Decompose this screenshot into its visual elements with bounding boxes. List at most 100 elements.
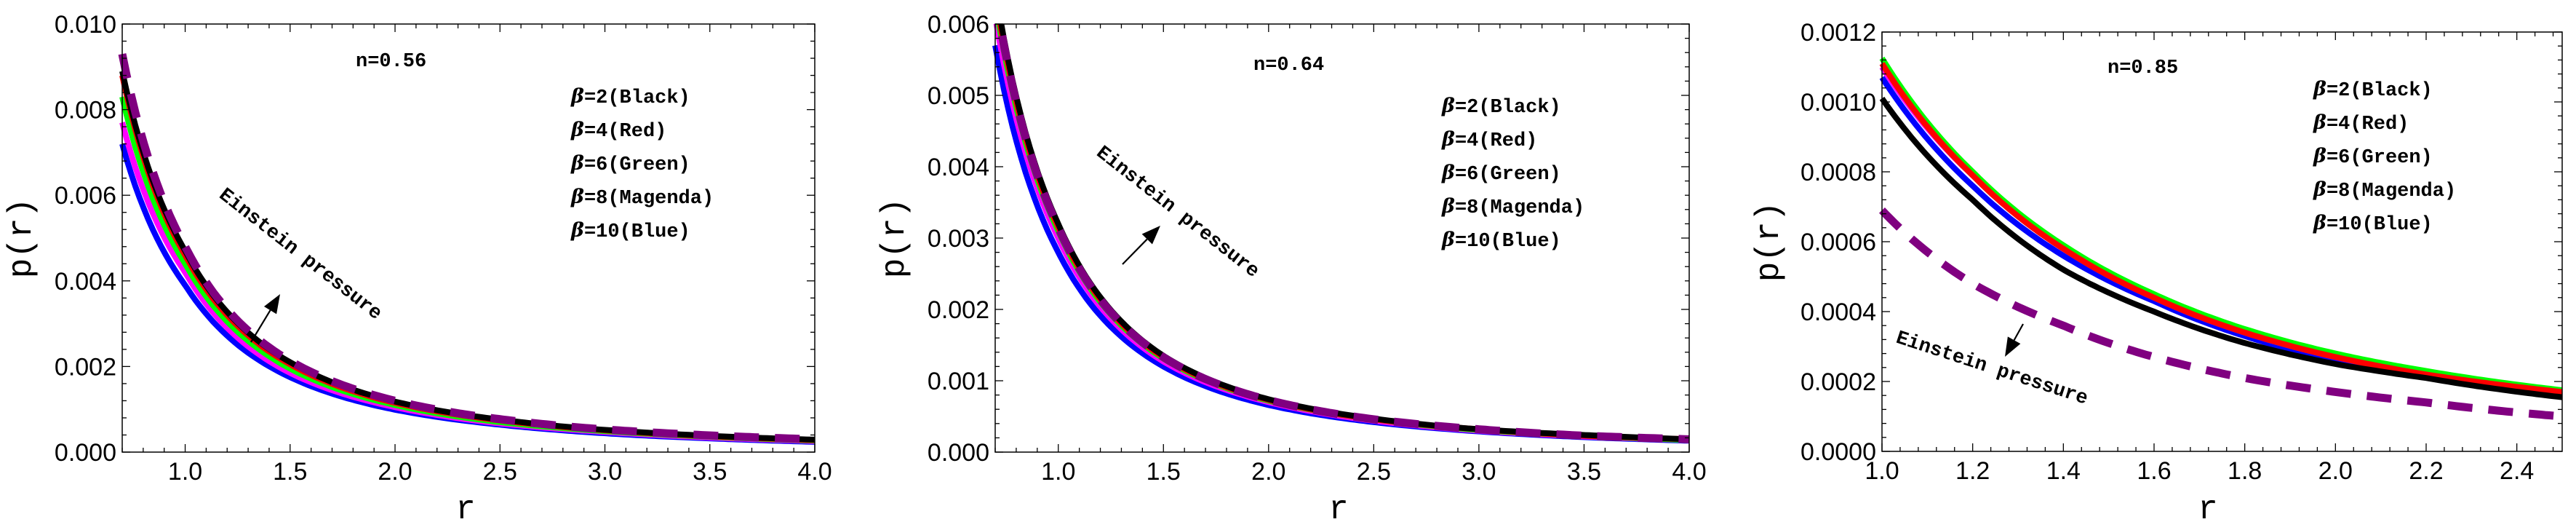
n-annotation: n=0.64 bbox=[1253, 55, 1324, 76]
arrow-icon bbox=[1122, 238, 1148, 265]
legend-entry: β=4(Red) bbox=[2313, 111, 2409, 135]
series-8-magenda bbox=[1879, 65, 2563, 395]
series-10-blue bbox=[1879, 76, 2563, 397]
series-2-black bbox=[119, 70, 816, 443]
x-tick-label: 1.0 bbox=[1865, 457, 1899, 485]
arrowhead-icon bbox=[1141, 226, 1160, 245]
x-tick-label: 2.5 bbox=[1357, 458, 1391, 486]
x-tick-label: 3.0 bbox=[588, 458, 622, 486]
y-tick-label: 0.002 bbox=[55, 353, 116, 381]
y-tick-label: 0.0000 bbox=[1801, 438, 1876, 466]
x-tick-label: 4.0 bbox=[797, 458, 832, 486]
x-tick-label: 4.0 bbox=[1672, 458, 1706, 486]
einstein-pressure-label: Einstein pressure bbox=[1893, 328, 2090, 411]
einstein-pressure-label: Einstein pressure bbox=[1091, 142, 1263, 282]
x-tick-label: 1.5 bbox=[273, 458, 307, 486]
legend-entry: β=10(Blue) bbox=[2313, 212, 2433, 236]
y-tick-label: 0.003 bbox=[928, 225, 989, 253]
x-tick-label: 3.5 bbox=[1567, 458, 1601, 486]
legend-entry: β=6(Green) bbox=[1441, 162, 1561, 186]
legend-entry: β=4(Red) bbox=[570, 119, 666, 143]
y-tick-label: 0.006 bbox=[928, 11, 989, 39]
x-tick-label: 2.2 bbox=[2409, 457, 2443, 485]
series-einstein-pressure bbox=[1879, 207, 2563, 421]
legend-entry: β=10(Blue) bbox=[1441, 229, 1561, 253]
series-4-red bbox=[119, 74, 816, 443]
legend-entry: β=2(Black) bbox=[570, 85, 690, 109]
legend-entry: β=8(Magenda) bbox=[1441, 195, 1584, 219]
panel-2: 1.0 1.5 2.0 2.5 3.0 3.5 4.0 0.000 0.001 0.002 0.00… bbox=[876, 11, 1707, 529]
n-annotation: n=0.85 bbox=[2108, 58, 2178, 79]
x-tick-label: 1.6 bbox=[2137, 457, 2171, 485]
x-tick-label: 2.5 bbox=[483, 458, 517, 486]
y-tick-label: 0.000 bbox=[928, 439, 989, 467]
y-tick-label: 0.001 bbox=[928, 368, 989, 395]
panel-1: 1.0 1.5 2.0 2.5 3.0 3.5 4.0 0.000 0.002 0.004 0.00… bbox=[3, 11, 832, 529]
y-tick-label: 0.0012 bbox=[1801, 19, 1876, 47]
legend-entry: β=2(Black) bbox=[1441, 95, 1561, 119]
series-2-black bbox=[1879, 96, 2563, 400]
arrow-icon bbox=[2013, 323, 2024, 341]
y-axis-label: p(r) bbox=[876, 198, 914, 278]
series-6-green bbox=[996, 24, 1690, 443]
n-annotation: n=0.56 bbox=[356, 51, 426, 73]
series-einstein-pressure bbox=[996, 24, 1690, 443]
y-tick-label: 0.0002 bbox=[1801, 368, 1876, 396]
series-4-red bbox=[1879, 62, 2563, 395]
y-tick-label: 0.004 bbox=[928, 154, 989, 181]
curves bbox=[118, 53, 816, 445]
x-axis-label: r bbox=[455, 491, 476, 529]
y-tick-label: 0.004 bbox=[55, 268, 116, 296]
x-tick-label: 2.0 bbox=[1251, 458, 1285, 486]
y-tick-label: 0.010 bbox=[55, 11, 116, 39]
x-tick-label: 2.0 bbox=[378, 458, 412, 486]
panel-3: 1.0 1.2 1.4 1.6 1.8 2.0 2.2 2.4 0.0000 0.0002 0.00… bbox=[1750, 19, 2563, 529]
y-tick-label: 0.005 bbox=[928, 82, 989, 110]
x-tick-label: 1.0 bbox=[1041, 458, 1075, 486]
plot-frame bbox=[121, 23, 816, 453]
x-tick-label: 3.0 bbox=[1462, 458, 1496, 486]
series-8-magenda bbox=[993, 24, 1690, 443]
y-axis-label: p(r) bbox=[3, 198, 41, 278]
legend-entry: β=6(Green) bbox=[570, 152, 690, 176]
legend-entry: β=8(Magenda) bbox=[2313, 178, 2456, 202]
series-4-red bbox=[997, 24, 1690, 443]
x-tick-label: 1.0 bbox=[168, 458, 202, 486]
x-tick-label: 1.5 bbox=[1147, 458, 1181, 486]
series-einstein-pressure bbox=[118, 53, 816, 443]
x-tick-label: 1.4 bbox=[2046, 457, 2081, 485]
y-axis-label: p(r) bbox=[1750, 202, 1788, 282]
x-axis-label: r bbox=[1328, 491, 1349, 529]
curves bbox=[1879, 56, 2563, 421]
y-tick-label: 0.002 bbox=[928, 296, 989, 324]
y-tick-label: 0.008 bbox=[55, 97, 116, 124]
legend-entry: β=2(Black) bbox=[2313, 78, 2433, 102]
x-tick-label: 2.0 bbox=[2318, 457, 2353, 485]
y-tick-label: 0.0008 bbox=[1801, 159, 1876, 186]
y-tick-label: 0.000 bbox=[55, 439, 116, 467]
legend-entry: β=10(Blue) bbox=[570, 219, 690, 243]
x-tick-label: 2.4 bbox=[2500, 457, 2534, 485]
series-6-green bbox=[119, 96, 816, 444]
arrowhead-icon bbox=[2005, 336, 2021, 357]
series-2-black bbox=[998, 24, 1690, 443]
x-axis-label: r bbox=[2198, 491, 2218, 529]
x-tick-label: 1.2 bbox=[1955, 457, 1990, 485]
einstein-pressure-label: Einstein pressure bbox=[214, 184, 386, 325]
y-tick-label: 0.0006 bbox=[1801, 229, 1876, 256]
curves bbox=[992, 24, 1690, 444]
legend-entry: β=6(Green) bbox=[2313, 145, 2433, 169]
x-tick-label: 1.8 bbox=[2228, 457, 2262, 485]
arrow-icon bbox=[250, 309, 271, 343]
y-tick-label: 0.0010 bbox=[1801, 89, 1876, 116]
arrowhead-icon bbox=[263, 294, 280, 315]
legend-entry: β=8(Magenda) bbox=[570, 186, 714, 210]
series-10-blue bbox=[992, 44, 1690, 444]
series-6-green bbox=[1879, 56, 2563, 393]
y-tick-label: 0.0004 bbox=[1801, 298, 1876, 326]
plot-frame bbox=[994, 23, 1690, 453]
plot-frame bbox=[1881, 31, 2563, 452]
legend-entry: β=4(Red) bbox=[1441, 128, 1537, 152]
y-tick-label: 0.006 bbox=[55, 182, 116, 210]
